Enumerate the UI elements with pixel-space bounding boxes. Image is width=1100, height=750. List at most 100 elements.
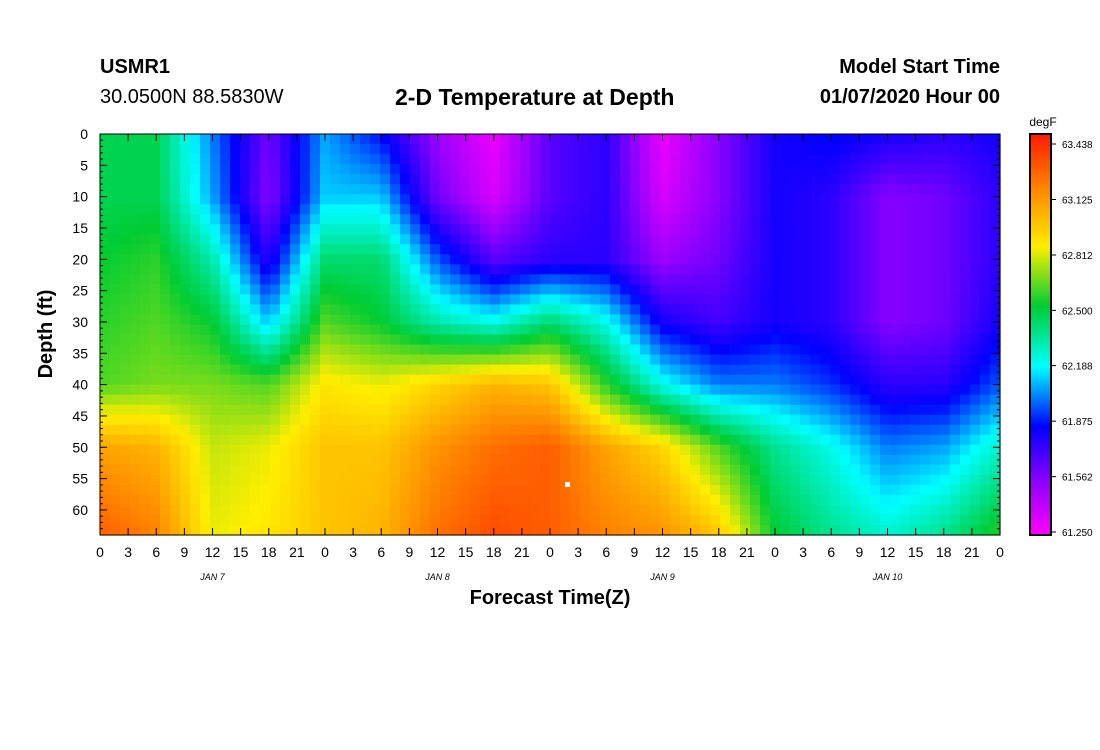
heatmap-cell [770,164,781,175]
heatmap-cell [840,144,851,155]
heatmap-cell [550,234,561,245]
heatmap-cell [840,284,851,296]
heatmap-cell [610,194,621,205]
heatmap-cell [350,274,361,285]
heatmap-cell [670,224,681,235]
heatmap-cell [650,454,661,466]
heatmap-cell [220,454,231,466]
heatmap-cell [520,364,531,376]
heatmap-cell [490,144,501,155]
heatmap-cell [970,394,981,406]
heatmap-cell [730,314,741,326]
heatmap-cell [930,394,941,406]
heatmap-cell [700,214,711,225]
heatmap-cell [370,444,381,456]
heatmap-cell [410,264,421,275]
heatmap-cell [770,494,781,506]
heatmap-cell [160,434,171,446]
heatmap-cell [460,394,471,406]
heatmap-cell [960,164,971,175]
heatmap-cell [970,264,981,275]
heatmap-cell [780,494,791,506]
heatmap-cell [990,434,1001,446]
heatmap-cell [620,134,631,145]
heatmap-cell [440,174,451,185]
heatmap-cell [890,414,901,426]
heatmap-cell [610,364,621,376]
x-tick-label: 18 [261,544,277,560]
heatmap-cell [360,524,371,536]
heatmap-cell [430,284,441,296]
heatmap-cell [190,164,201,175]
heatmap-cell [860,154,871,165]
heatmap-cell [840,504,851,516]
colorbar: degF 63.43863.12562.81262.50062.18861.87… [1029,115,1093,539]
heatmap-cell [240,374,251,386]
heatmap-cell [710,164,721,175]
heatmap-cell [540,504,551,516]
heatmap-cell [650,214,661,225]
heatmap-cell [770,354,781,366]
heatmap-cell [220,134,231,145]
heatmap-cell [810,274,821,285]
heatmap-cell [270,184,281,195]
heatmap-cell [570,434,581,446]
heatmap-cell [920,234,931,245]
heatmap-cell [390,524,401,536]
heatmap-cell [880,144,891,155]
heatmap-cell [840,494,851,506]
heatmap-cell [300,394,311,406]
x-tick-label: 15 [683,544,699,560]
x-tick-label: 3 [799,544,807,560]
heatmap-cell [800,244,811,255]
heatmap-cell [560,154,571,165]
heatmap-cell [590,444,601,456]
heatmap-cell [750,194,761,205]
heatmap-cell [820,484,831,496]
heatmap-cell [740,234,751,245]
heatmap-cell [430,424,441,436]
heatmap-cell [360,434,371,446]
heatmap-cell [450,334,461,346]
heatmap-cell [310,314,321,326]
heatmap-cell [860,224,871,235]
heatmap-cell [660,274,671,285]
heatmap-cell [170,414,181,426]
heatmap-cell [520,394,531,406]
heatmap-cell [920,434,931,446]
heatmap-cell [180,264,191,275]
heatmap-cell [250,434,261,446]
heatmap-cell [760,494,771,506]
heatmap-cell [360,334,371,346]
heatmap-cell [140,414,151,426]
heatmap-cell [290,444,301,456]
heatmap-cell [840,294,851,306]
heatmap-cell [750,254,761,265]
heatmap-cell [750,394,761,406]
heatmap-cell [380,184,391,195]
heatmap-cell [550,194,561,205]
heatmap-cell [460,384,471,396]
heatmap-cell [900,394,911,406]
heatmap-cell [290,504,301,516]
heatmap-cell [880,294,891,306]
heatmap-cell [750,284,761,296]
heatmap-cell [330,144,341,155]
heatmap-cell [410,364,421,376]
heatmap-cell [480,314,491,326]
heatmap-cell [630,394,641,406]
heatmap-cell [930,194,941,205]
heatmap-cell [410,434,421,446]
heatmap-cell [310,404,321,416]
heatmap-cell [210,214,221,225]
heatmap-cell [140,504,151,516]
heatmap-cell [580,134,591,145]
heatmap-cell [580,184,591,195]
heatmap-cell [650,244,661,255]
heatmap-cell [390,414,401,426]
heatmap-cell [770,244,781,255]
heatmap-cell [250,514,261,526]
heatmap-cell [250,254,261,265]
heatmap-cell [750,494,761,506]
heatmap-cell [230,154,241,165]
